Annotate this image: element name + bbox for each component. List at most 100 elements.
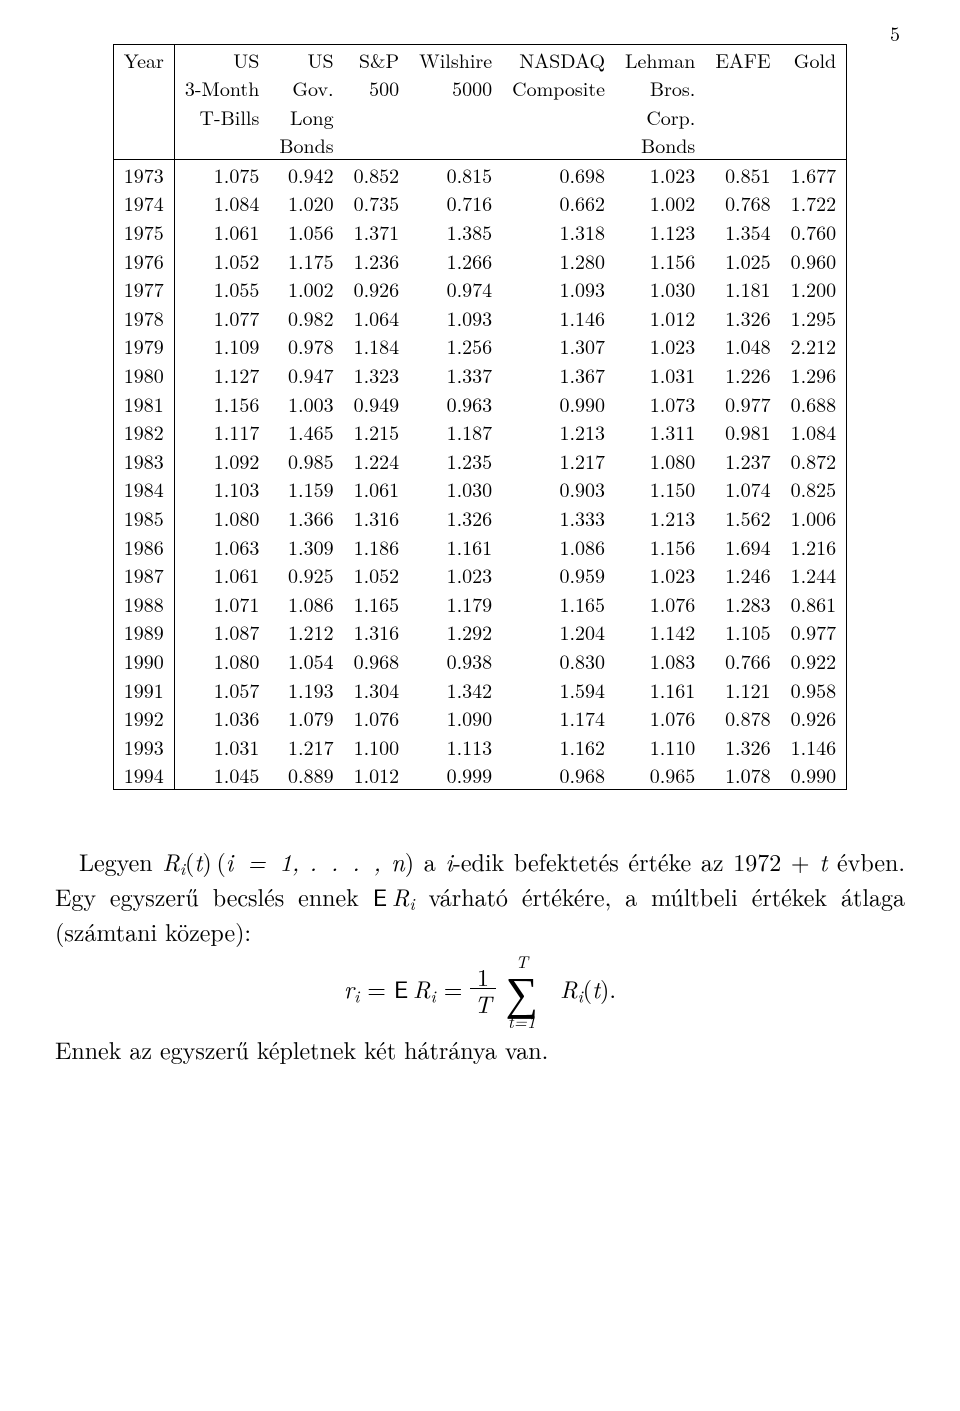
table-header-cell: 5000 [409,74,502,103]
table-row: 19781.0770.9821.0641.0931.1461.0121.3261… [113,303,846,332]
table-cell: 1.086 [269,589,343,618]
table-cell: 1.342 [409,675,502,704]
p1-text-a: Legyen [79,844,162,878]
table-cell: 1.080 [615,446,705,475]
table-cell: 1.020 [269,189,343,218]
eq-R: R [413,971,431,1005]
table-body: 19731.0750.9420.8520.8150.6981.0230.8511… [113,160,846,790]
table-header-cell: Composite [502,74,615,103]
table-cell: 1.465 [269,418,343,447]
table-header-cell: US [269,45,343,74]
table-cell: 0.977 [781,618,847,647]
eq-sum-lower: t=1 [508,1011,536,1034]
table-header-cell: Corp. [615,102,705,131]
table-cell: 1.057 [174,675,269,704]
table-row: 19731.0750.9420.8520.8150.6981.0230.8511… [113,160,846,189]
table-cell: 0.922 [781,646,847,675]
eq-R2: R [560,971,578,1005]
table-header-cell [502,131,615,160]
table-cell: 1.061 [344,475,410,504]
table-cell: 1.184 [344,332,410,361]
table-cell: 1.307 [502,332,615,361]
table-cell: 1.087 [174,618,269,647]
table-header-cell: Bonds [615,131,705,160]
table-header-cell: S&P [344,45,410,74]
table-cell: 1.226 [705,361,780,390]
table-cell: 0.938 [409,646,502,675]
table-cell: 0.716 [409,189,502,218]
table-cell: 1.371 [344,218,410,247]
table-cell: 1.146 [502,303,615,332]
returns-table: YearUSUSS&PWilshireNASDAQLehmanEAFEGold3… [113,44,847,790]
eq-eq1: = [367,971,394,1005]
table-header-cell [409,102,502,131]
table-cell: 1985 [113,504,174,533]
table-cell: 0.878 [705,704,780,733]
math-paren-close: ) [202,844,211,878]
table-row: 19911.0571.1931.3041.3421.5941.1611.1210… [113,675,846,704]
table-cell: 1.063 [174,532,269,561]
table-cell: 1.200 [781,275,847,304]
table-cell: 1.159 [269,475,343,504]
table-cell: 1.204 [502,618,615,647]
table-header-cell [174,131,269,160]
table-cell: 1.367 [502,361,615,390]
eq-paren-open: ( [583,971,592,1005]
table-row: 19941.0450.8891.0120.9990.9680.9651.0780… [113,761,846,790]
table-cell: 1.002 [269,275,343,304]
table-cell: 1.142 [615,618,705,647]
table-cell: 0.926 [344,275,410,304]
table-cell: 0.982 [269,303,343,332]
table-row: 19891.0871.2121.3161.2921.2041.1421.1050… [113,618,846,647]
table-cell: 1.023 [615,332,705,361]
table-cell: 0.963 [409,389,502,418]
table-header-cell [409,131,502,160]
table-cell: 1.076 [344,704,410,733]
table-cell: 0.968 [344,646,410,675]
table-header-cell: Long [269,102,343,131]
table-cell: 1.056 [269,218,343,247]
table-cell: 1.073 [615,389,705,418]
table-row: 19751.0611.0561.3711.3851.3181.1231.3540… [113,218,846,247]
sigma-icon: ∑ [506,969,539,1015]
table-cell: 0.852 [344,160,410,189]
table-cell: 1980 [113,361,174,390]
table-cell: 1.002 [615,189,705,218]
table-cell: 1.048 [705,332,780,361]
table-cell: 1.213 [502,418,615,447]
table-cell: 1.023 [409,561,502,590]
table-cell: 1.061 [174,218,269,247]
table-header-cell: Lehman [615,45,705,74]
table-cell: 1990 [113,646,174,675]
table-cell: 1.304 [344,675,410,704]
eq-E: E [394,971,408,1006]
table-cell: 1.280 [502,246,615,275]
table-cell: 1974 [113,189,174,218]
table-row: 19901.0801.0540.9680.9380.8301.0830.7660… [113,646,846,675]
table-cell: 1982 [113,418,174,447]
table-cell: 1.309 [269,532,343,561]
table-cell: 1.156 [615,532,705,561]
table-cell: 0.735 [344,189,410,218]
table-cell: 1.354 [705,218,780,247]
table-cell: 1979 [113,332,174,361]
table-cell: 1.694 [705,532,780,561]
table-cell: 1.594 [502,675,615,704]
table-cell: 1.174 [502,704,615,733]
table-cell: 1977 [113,275,174,304]
table-cell: 2.212 [781,332,847,361]
math-i-seq: i = 1, . . . , [226,844,391,878]
table-cell: 1.217 [502,446,615,475]
eq-t: t [592,971,600,1005]
table-cell: 1.061 [174,561,269,590]
table-cell: 1.109 [174,332,269,361]
table-cell: 1.031 [174,732,269,761]
eq-sum-upper: T [516,951,528,974]
table-cell: 1991 [113,675,174,704]
table-cell: 1.256 [409,332,502,361]
table-cell: 1978 [113,303,174,332]
table-cell: 1.023 [615,160,705,189]
math-paren-open-2: ( [217,844,226,878]
table-cell: 0.925 [269,561,343,590]
table-cell: 1.212 [269,618,343,647]
